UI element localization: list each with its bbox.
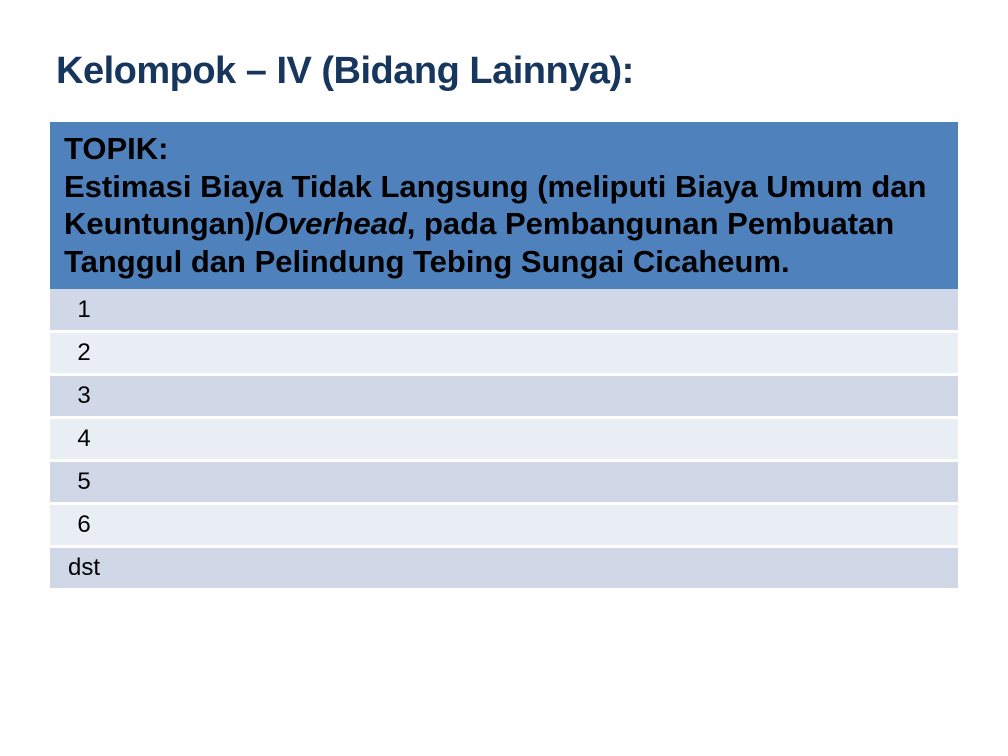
- row-number: 1: [50, 289, 118, 332]
- row-number: 4: [50, 418, 118, 461]
- row-value: [118, 504, 958, 547]
- table-row: 4: [50, 418, 958, 461]
- row-number: 5: [50, 461, 118, 504]
- topic-body-italic: Overhead: [264, 206, 407, 241]
- row-number: dst: [50, 547, 118, 590]
- table-row: 5: [50, 461, 958, 504]
- table-row: 1: [50, 289, 958, 332]
- table-row: 3: [50, 375, 958, 418]
- row-number: 3: [50, 375, 118, 418]
- items-tbody: 123456dst: [50, 289, 958, 590]
- row-value: [118, 375, 958, 418]
- topic-box: TOPIK: Estimasi Biaya Tidak Langsung (me…: [50, 122, 958, 289]
- table-row: 2: [50, 332, 958, 375]
- row-value: [118, 418, 958, 461]
- topic-label: TOPIK:: [64, 130, 948, 168]
- row-value: [118, 547, 958, 590]
- row-number: 6: [50, 504, 118, 547]
- slide: Kelompok – IV (Bidang Lainnya): TOPIK: E…: [0, 0, 1008, 756]
- table-row: 6: [50, 504, 958, 547]
- row-value: [118, 289, 958, 332]
- table-row: dst: [50, 547, 958, 590]
- items-table: 123456dst: [50, 289, 958, 592]
- topic-body: Estimasi Biaya Tidak Langsung (meliputi …: [64, 168, 948, 281]
- row-value: [118, 461, 958, 504]
- row-number: 2: [50, 332, 118, 375]
- slide-title: Kelompok – IV (Bidang Lainnya):: [50, 50, 958, 94]
- row-value: [118, 332, 958, 375]
